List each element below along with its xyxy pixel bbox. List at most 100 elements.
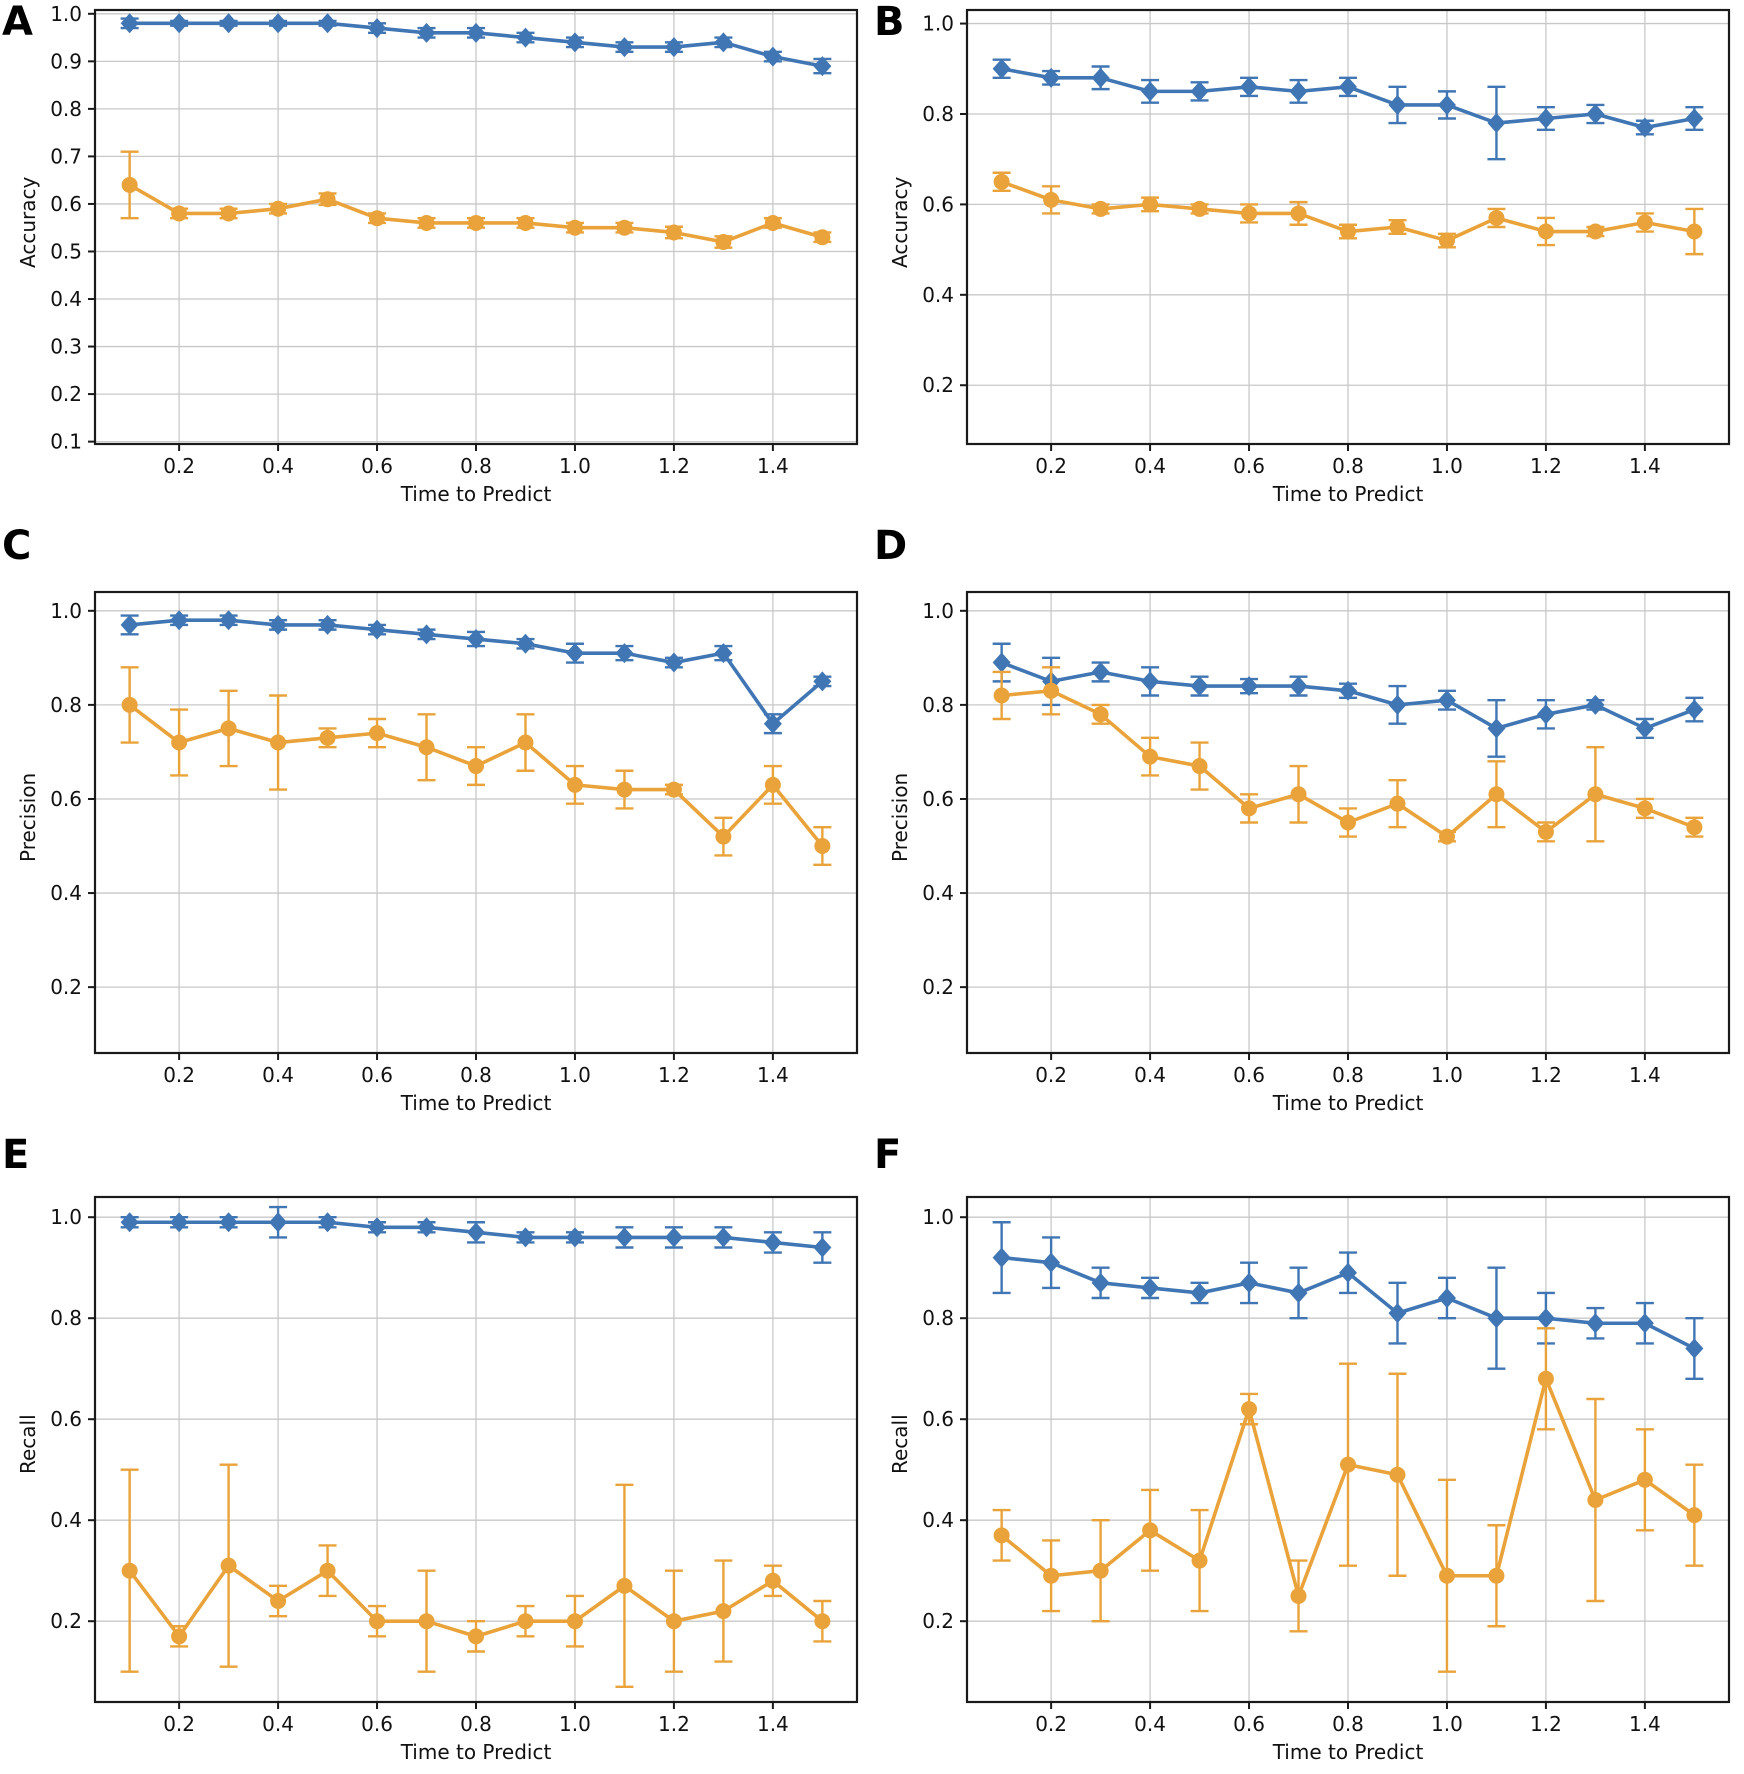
series-blue-diamond (992, 1221, 1704, 1381)
circle-marker (1488, 786, 1505, 803)
circle-marker (270, 1593, 287, 1609)
diamond-marker (467, 1222, 485, 1243)
circle-marker (1142, 196, 1159, 213)
circle-marker (319, 729, 336, 746)
diamond-marker (1586, 103, 1605, 124)
diamond-marker (269, 1212, 288, 1233)
circle-marker (1537, 1370, 1554, 1387)
y-tick-label: 0.8 (50, 97, 82, 121)
diamond-marker (1536, 704, 1555, 725)
circle-marker (814, 229, 831, 246)
circle-marker (1043, 682, 1060, 699)
panel-C-x-axis-label: Time to Predict (400, 1091, 552, 1115)
circle-marker (369, 210, 386, 227)
x-tick-label: 0.8 (460, 454, 492, 478)
circle-marker (418, 214, 435, 231)
x-tick-label: 0.2 (1035, 1063, 1067, 1087)
circle-marker (1092, 706, 1109, 723)
y-tick-label: 0.8 (922, 102, 954, 126)
panel-D-chart: 0.2 0.4 0.6 0.8 1.0 1.2 1.4 0.2 0.4 0.6 0.8 1.0 (922, 590, 1731, 1087)
diamond-marker (1388, 694, 1407, 715)
circle-marker (1389, 1466, 1406, 1483)
diamond-marker (1339, 680, 1357, 701)
panel-C: C Precision 0.2 0.4 0.6 0.8 1.0 1.2 1.4 0.2 0.4 0… (0, 520, 872, 1125)
circle-marker (1438, 828, 1455, 845)
x-tick-label: 0.6 (1233, 454, 1265, 478)
diamond-marker (763, 1232, 782, 1253)
circle-marker (220, 1557, 237, 1574)
x-tick-label: 0.2 (163, 1712, 195, 1736)
circle-marker (1686, 1507, 1703, 1524)
diamond-marker (1289, 1282, 1308, 1303)
panel-C-chart: 0.2 0.4 0.6 0.8 1.0 1.2 1.4 0.2 0.4 0.6 0.8 1.0 (50, 590, 859, 1087)
y-tick-label: 0.2 (50, 1609, 82, 1633)
diamond-marker (120, 1212, 139, 1233)
y-tick-label: 0.1 (50, 430, 82, 454)
axis-ticks: 0.2 0.4 0.6 0.8 1.0 1.2 1.4 0.2 0.4 0.6 0.8 1.0 (922, 12, 1661, 478)
axis-ticks: 0.2 0.4 0.6 0.8 1.0 1.2 1.4 0.1 0.2 0.3 0.4 0.5 0.6 0… (50, 2, 789, 478)
y-tick-label: 0.4 (50, 1508, 82, 1532)
x-tick-label: 1.2 (658, 454, 690, 478)
diamond-marker (1141, 81, 1160, 102)
y-tick-label: 0.2 (50, 975, 82, 999)
circle-marker (1587, 223, 1604, 240)
circle-marker (616, 781, 633, 798)
x-tick-label: 0.6 (1233, 1712, 1265, 1736)
diamond-marker (1487, 113, 1506, 134)
circle-marker (1241, 1401, 1258, 1418)
diamond-marker (170, 13, 189, 34)
diamond-marker (1289, 81, 1308, 102)
diamond-marker (1536, 1308, 1555, 1329)
series-blue-diamond (120, 1205, 832, 1264)
panel-D-letter: D (874, 523, 908, 569)
y-tick-label: 0.2 (50, 382, 82, 406)
y-tick-label: 1.0 (50, 1205, 82, 1229)
diamond-marker (1141, 671, 1160, 692)
circle-marker (369, 1613, 386, 1630)
diamond-marker (813, 1237, 832, 1258)
series-orange-circle (120, 150, 832, 250)
diamond-marker (1190, 676, 1209, 697)
diamond-marker (992, 58, 1011, 79)
y-tick-label: 0.7 (50, 144, 82, 168)
panel-D-x-axis-label: Time to Predict (1272, 1091, 1424, 1115)
diamond-marker (1091, 661, 1110, 682)
diamond-marker (219, 13, 238, 34)
circle-marker (665, 781, 682, 798)
x-tick-label: 1.2 (1530, 454, 1562, 478)
circle-marker (715, 1603, 732, 1620)
circle-marker (418, 739, 435, 756)
circle-marker (1587, 786, 1604, 803)
x-tick-label: 1.4 (757, 1712, 789, 1736)
circle-marker (1043, 191, 1060, 208)
circle-marker (993, 1527, 1010, 1544)
diamond-marker (1487, 1308, 1506, 1329)
x-tick-label: 1.2 (1530, 1712, 1562, 1736)
gridlines (95, 592, 857, 1053)
panel-A-x-axis-label: Time to Predict (400, 482, 552, 506)
diamond-marker (368, 1217, 387, 1238)
y-tick-label: 0.8 (922, 1306, 954, 1330)
y-tick-label: 0.4 (922, 881, 954, 905)
circle-marker (1636, 1471, 1653, 1488)
y-tick-label: 0.8 (922, 693, 954, 717)
circle-marker (1438, 232, 1455, 249)
panel-B: B Accuracy 0.2 0.4 0.6 0.8 1.0 1.2 1.4 0.2 0.4 0.… (872, 0, 1744, 520)
diamond-marker (1536, 108, 1555, 129)
diamond-marker (417, 22, 436, 43)
diamond-marker (992, 652, 1011, 673)
circle-marker (1438, 1567, 1455, 1584)
panel-D: D Precision 0.2 0.4 0.6 0.8 1.0 1.2 1.4 0.2 0.4 0… (872, 520, 1744, 1125)
panel-E-plot-area: Recall 0.2 0.4 0.6 0.8 1.0 1.2 1.4 0.2 0.4 0.6 0.8… (0, 1187, 872, 1736)
x-tick-label: 1.4 (1629, 1712, 1661, 1736)
diamond-marker (992, 1247, 1011, 1268)
circle-marker (1340, 223, 1356, 240)
diamond-marker (1240, 1272, 1259, 1293)
circle-marker (517, 214, 534, 231)
diamond-marker (318, 13, 337, 34)
diamond-marker (516, 27, 535, 48)
circle-marker (1340, 1456, 1356, 1473)
y-tick-label: 0.6 (922, 192, 954, 216)
x-tick-label: 1.4 (1629, 454, 1661, 478)
y-tick-label: 0.5 (50, 239, 82, 263)
